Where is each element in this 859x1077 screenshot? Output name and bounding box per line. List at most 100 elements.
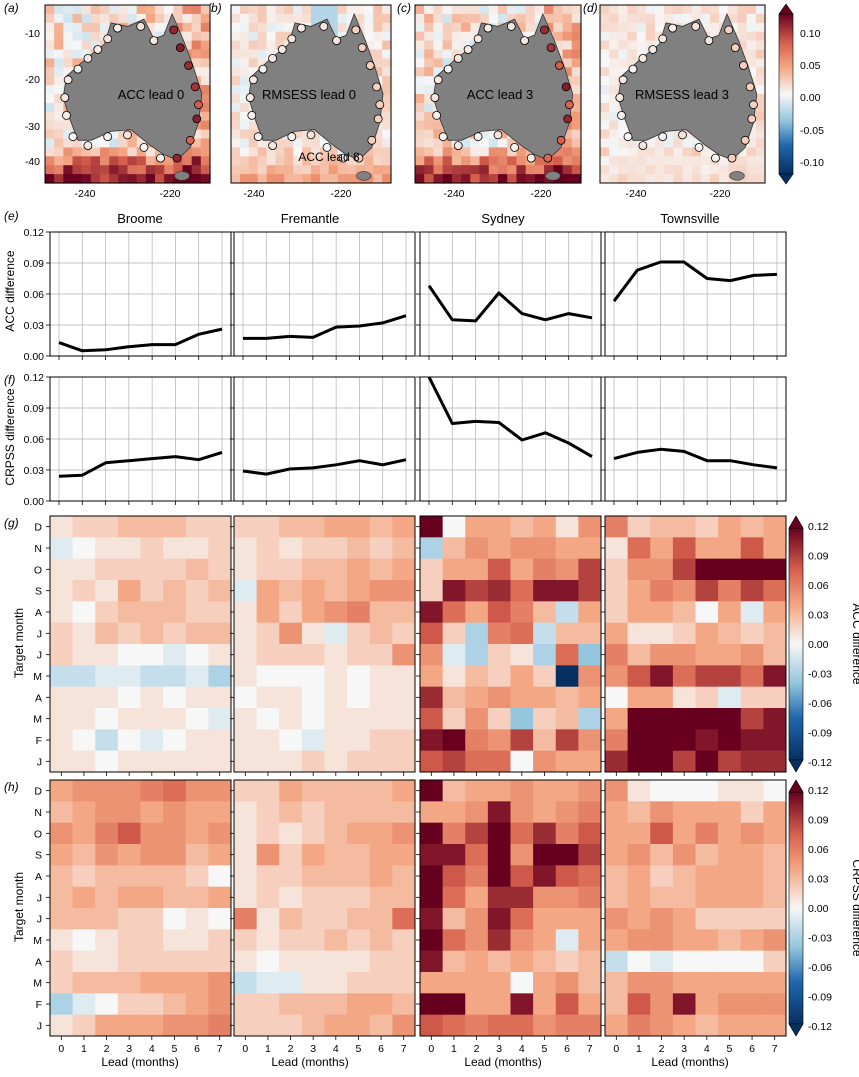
heatmap-cell (578, 558, 602, 581)
map-cell (479, 13, 490, 24)
map-cell (755, 13, 766, 24)
map-cell (373, 174, 383, 184)
heatmap-cell (605, 729, 629, 752)
map-cell (700, 147, 711, 157)
map-cell (442, 58, 453, 68)
heatmap-cell (533, 729, 557, 752)
heatmap-cell (627, 822, 651, 845)
heatmap-cell (234, 972, 258, 994)
map-cell (746, 31, 757, 42)
heatmap-cell (208, 993, 232, 1016)
heatmap-cell (763, 558, 787, 581)
map-cell (45, 102, 55, 113)
heatmap-cell (605, 908, 629, 930)
map-cell (415, 94, 425, 104)
map-cell (231, 111, 241, 122)
heatmap-cell (555, 908, 579, 930)
map-border (230, 4, 392, 184)
map-cell (239, 76, 250, 86)
station-marker (245, 93, 255, 102)
heatmap-cell (347, 801, 371, 824)
map-cell (191, 5, 202, 15)
ylabel-crpss: CRPSS difference (3, 388, 17, 485)
map-cell (562, 156, 573, 166)
map-cell (72, 165, 83, 175)
station-marker (618, 75, 628, 85)
map-cell (562, 147, 573, 157)
heatmap-cell (234, 644, 258, 666)
map-cell (470, 22, 481, 33)
map-cell (54, 147, 64, 157)
station-title-broome: Broome (117, 211, 163, 226)
map-cell (415, 156, 425, 166)
heatmap-cell (695, 537, 719, 560)
map-cell (319, 165, 330, 175)
heatmap-cell (50, 844, 74, 866)
heatmap-cell (650, 865, 674, 888)
heatmap-cell (163, 950, 187, 973)
ylabel-target-month-h: Target month (12, 872, 26, 942)
map-cell (498, 165, 508, 175)
heatmap-cell (650, 622, 674, 645)
map-cell (488, 147, 499, 157)
station-marker (306, 130, 316, 140)
map-cell (737, 40, 748, 51)
heatmap-cell (465, 622, 489, 645)
heatmap-cell (627, 708, 651, 730)
map-cell (90, 156, 101, 166)
map-cell (664, 174, 674, 184)
heatmap-cell (392, 865, 416, 888)
station-marker (443, 64, 453, 74)
map-cell (498, 138, 508, 148)
heatmap-cell (50, 537, 74, 560)
x-tick-label: 6 (564, 1043, 570, 1055)
map-cell (525, 22, 536, 33)
heatmap-cell (718, 950, 742, 973)
heatmap-cell (672, 644, 696, 666)
heatmap-cell (208, 665, 232, 688)
map-cell (433, 156, 444, 166)
map-cell (571, 156, 582, 166)
map-cell (682, 138, 693, 148)
map-cell (433, 5, 444, 15)
map-cell (746, 67, 757, 77)
heatmap-cell (234, 622, 258, 645)
heatmap-cell (465, 580, 489, 602)
map-cell (239, 13, 250, 24)
plot-border (233, 376, 416, 502)
map-cell (231, 156, 241, 166)
heatmap-cell (510, 537, 534, 560)
y-tick-label: 0.09 (24, 258, 45, 270)
heatmap-cell (510, 865, 534, 888)
heatmap-cell (95, 865, 119, 888)
map-cell (618, 22, 629, 33)
heatmap-cell (510, 750, 534, 773)
heatmap-cell (50, 580, 74, 602)
heatmap-cell (369, 780, 393, 802)
y-tick-label: 0.12 (24, 372, 45, 384)
map-cell (257, 13, 268, 24)
map-cell (442, 40, 453, 51)
map-cell (544, 5, 554, 15)
heatmap-cell (256, 750, 280, 773)
map-cell (755, 67, 766, 77)
station-marker (546, 43, 556, 53)
map-cell (673, 156, 684, 166)
map-cell (248, 67, 259, 77)
map-cell (293, 174, 303, 184)
heatmap-cell (465, 908, 489, 930)
heatmap-cell (695, 972, 719, 994)
heatmap-cell (695, 886, 719, 909)
heatmap-cell (50, 929, 74, 952)
heatmap-cell (185, 601, 209, 624)
heatmap-cell (95, 844, 119, 866)
map-cell (200, 129, 211, 140)
heatmap-cell (740, 908, 764, 930)
heatmap-cell (163, 801, 187, 824)
station-marker (691, 21, 701, 31)
heatmap-cell (279, 729, 303, 752)
map-cell (257, 138, 268, 148)
heatmap-cell (465, 558, 489, 581)
heatmap-cell (347, 908, 371, 930)
map-cell (461, 138, 471, 148)
